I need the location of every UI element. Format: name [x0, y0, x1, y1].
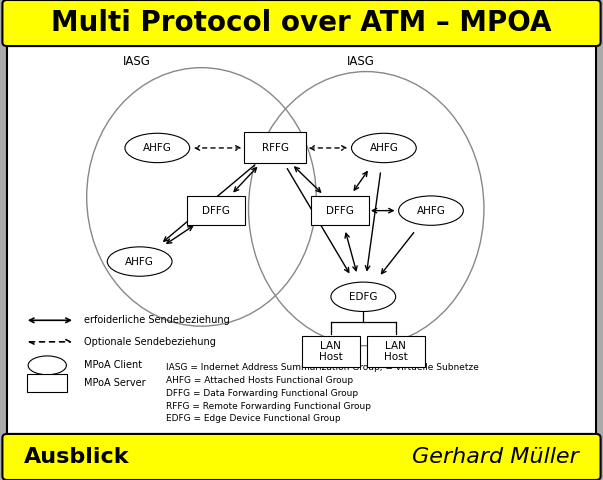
- Ellipse shape: [399, 196, 463, 225]
- FancyArrowPatch shape: [164, 165, 254, 241]
- Ellipse shape: [352, 133, 416, 163]
- FancyBboxPatch shape: [7, 44, 596, 436]
- Text: MPoA Client: MPoA Client: [84, 360, 142, 371]
- FancyArrowPatch shape: [287, 168, 349, 272]
- FancyBboxPatch shape: [2, 434, 601, 480]
- Text: IASG = Indernet Address Summarization Group, = virtuelle Subnetze: IASG = Indernet Address Summarization Gr…: [166, 363, 479, 372]
- Text: Gerhard Müller: Gerhard Müller: [412, 447, 579, 467]
- FancyBboxPatch shape: [311, 196, 369, 225]
- Text: RFFG: RFFG: [262, 143, 288, 153]
- Text: RFFG = Remote Forwarding Functional Group: RFFG = Remote Forwarding Functional Grou…: [166, 402, 371, 410]
- FancyBboxPatch shape: [367, 336, 425, 367]
- FancyArrowPatch shape: [345, 233, 357, 271]
- Text: AHFG: AHFG: [143, 143, 172, 153]
- Text: AHFG: AHFG: [417, 205, 446, 216]
- FancyArrowPatch shape: [310, 146, 346, 150]
- Text: LAN
Host: LAN Host: [319, 341, 343, 362]
- Text: AHFG = Attached Hosts Functional Group: AHFG = Attached Hosts Functional Group: [166, 376, 353, 385]
- FancyArrowPatch shape: [30, 318, 71, 323]
- FancyArrowPatch shape: [234, 168, 256, 192]
- FancyBboxPatch shape: [244, 132, 306, 163]
- Text: AHFG: AHFG: [370, 143, 399, 153]
- Ellipse shape: [28, 356, 66, 375]
- FancyBboxPatch shape: [187, 196, 245, 225]
- Text: Ausblick: Ausblick: [24, 447, 130, 467]
- Text: EDFG: EDFG: [349, 292, 377, 302]
- FancyArrowPatch shape: [372, 208, 393, 213]
- Ellipse shape: [125, 133, 190, 163]
- FancyArrowPatch shape: [30, 340, 71, 344]
- Text: EDFG = Edge Device Functional Group: EDFG = Edge Device Functional Group: [166, 415, 341, 423]
- Ellipse shape: [107, 247, 172, 276]
- FancyArrowPatch shape: [365, 173, 380, 270]
- FancyBboxPatch shape: [302, 336, 360, 367]
- Text: DFFG: DFFG: [202, 205, 230, 216]
- FancyArrowPatch shape: [295, 167, 321, 192]
- Text: AHFG: AHFG: [125, 256, 154, 266]
- Text: DFFG = Data Forwarding Functional Group: DFFG = Data Forwarding Functional Group: [166, 389, 358, 397]
- FancyArrowPatch shape: [195, 146, 240, 150]
- Text: LAN
Host: LAN Host: [384, 341, 408, 362]
- FancyArrowPatch shape: [382, 233, 414, 274]
- Text: Optionale Sendebeziehung: Optionale Sendebeziehung: [84, 337, 216, 347]
- Ellipse shape: [331, 282, 396, 312]
- Text: Multi Protocol over ATM – MPOA: Multi Protocol over ATM – MPOA: [51, 9, 552, 37]
- FancyBboxPatch shape: [2, 0, 601, 46]
- FancyArrowPatch shape: [354, 172, 367, 190]
- Text: IASG: IASG: [346, 55, 374, 68]
- FancyBboxPatch shape: [27, 374, 68, 392]
- Text: DFFG: DFFG: [326, 205, 354, 216]
- FancyArrowPatch shape: [167, 226, 192, 243]
- Text: MPoA Server: MPoA Server: [84, 378, 145, 388]
- Text: erfoiderliche Sendebeziehung: erfoiderliche Sendebeziehung: [84, 315, 230, 325]
- Text: IASG: IASG: [123, 55, 151, 68]
